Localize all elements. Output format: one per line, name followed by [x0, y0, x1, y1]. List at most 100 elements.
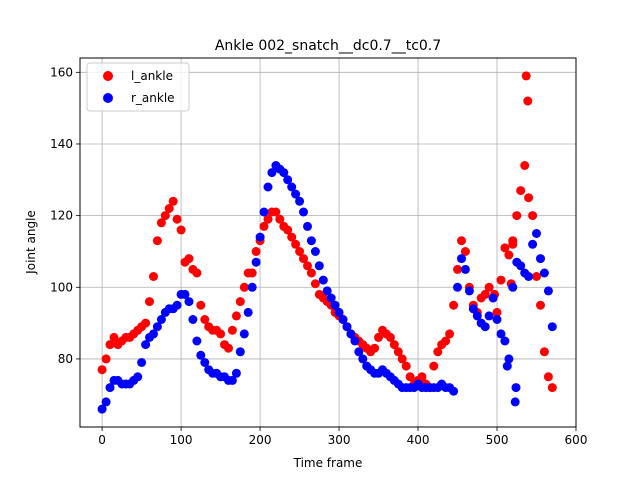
point-r-ankle: [243, 307, 253, 317]
point-l-ankle: [152, 236, 162, 246]
point-r-ankle: [318, 275, 328, 285]
x-tick-label: 500: [486, 433, 509, 447]
point-l-ankle: [512, 211, 522, 221]
point-l-ankle: [149, 272, 158, 281]
legend-label-r-ankle: r_ankle: [131, 91, 175, 105]
point-l-ankle: [433, 347, 443, 357]
point-r-ankle: [500, 336, 510, 346]
point-l-ankle: [520, 161, 530, 170]
chart-title: Ankle 002_snatch__dc0.7__tc0.7: [215, 38, 441, 54]
point-l-ankle: [200, 315, 210, 324]
point-r-ankle: [350, 336, 360, 346]
point-r-ankle: [291, 189, 301, 199]
point-r-ankle: [322, 286, 332, 296]
x-tick-label: 300: [328, 433, 351, 447]
point-r-ankle: [342, 322, 352, 332]
point-l-ankle: [145, 297, 154, 307]
point-l-ankle: [156, 218, 166, 228]
point-r-ankle: [97, 404, 107, 414]
point-r-ankle: [267, 168, 277, 178]
point-l-ankle: [484, 282, 494, 292]
point-l-ankle: [168, 196, 178, 206]
point-l-ankle: [291, 239, 301, 249]
point-l-ankle: [445, 329, 455, 339]
point-l-ankle: [389, 340, 399, 350]
point-r-ankle: [468, 304, 478, 314]
point-r-ankle: [133, 372, 143, 382]
point-l-ankle: [176, 225, 186, 235]
point-l-ankle: [496, 275, 506, 285]
legend: l_ankle r_ankle: [86, 62, 190, 112]
point-r-ankle: [188, 315, 198, 324]
point-r-ankle: [543, 286, 553, 296]
point-r-ankle: [524, 272, 534, 281]
point-r-ankle: [334, 307, 344, 317]
point-l-ankle: [385, 332, 395, 342]
point-r-ankle: [156, 315, 166, 324]
point-l-ankle: [160, 211, 170, 221]
point-r-ankle: [528, 239, 538, 249]
x-axis-label: Time frame: [293, 456, 363, 470]
point-r-ankle: [464, 286, 474, 296]
point-l-ankle: [374, 332, 383, 342]
point-r-ankle: [255, 232, 265, 242]
point-r-ankle: [536, 254, 545, 264]
point-l-ankle: [547, 383, 557, 393]
point-r-ankle: [532, 229, 541, 238]
point-r-ankle: [279, 168, 289, 178]
point-l-ankle: [287, 232, 297, 242]
point-r-ankle: [516, 261, 526, 271]
point-r-ankle: [287, 182, 297, 192]
point-r-ankle: [346, 329, 356, 339]
point-r-ankle: [492, 315, 502, 324]
point-l-ankle: [492, 307, 502, 317]
point-r-ankle: [330, 300, 340, 310]
point-l-ankle: [393, 347, 403, 357]
point-l-ankle: [480, 289, 490, 299]
point-r-ankle: [511, 383, 521, 393]
point-r-ankle: [283, 175, 293, 185]
y-axis: 80 100 120 140 160: [50, 65, 80, 366]
series-r-ankle: [97, 161, 557, 414]
point-l-ankle: [370, 343, 380, 353]
point-l-ankle: [259, 221, 269, 231]
point-l-ankle: [299, 254, 308, 264]
point-r-ankle: [239, 329, 249, 339]
point-r-ankle: [251, 257, 261, 267]
point-r-ankle: [510, 397, 520, 407]
point-r-ankle: [504, 354, 514, 364]
point-l-ankle: [295, 247, 305, 256]
point-l-ankle: [543, 372, 553, 382]
point-l-ankle: [516, 186, 526, 196]
point-l-ankle: [453, 264, 462, 274]
point-l-ankle: [401, 361, 411, 371]
point-l-ankle: [539, 347, 549, 357]
point-l-ankle: [196, 300, 206, 310]
point-l-ankle: [239, 282, 249, 292]
point-l-ankle: [251, 247, 261, 256]
point-l-ankle: [457, 236, 466, 246]
point-r-ankle: [263, 182, 273, 192]
point-l-ankle: [97, 365, 107, 375]
point-l-ankle: [306, 268, 316, 278]
point-l-ankle: [235, 297, 245, 307]
point-l-ankle: [105, 340, 115, 350]
point-r-ankle: [457, 254, 466, 264]
point-r-ankle: [496, 329, 506, 339]
point-l-ankle: [109, 332, 119, 342]
legend-marker-r-ankle: [103, 93, 113, 103]
x-tick-label: 400: [407, 433, 430, 447]
point-r-ankle: [235, 347, 245, 357]
point-r-ankle: [488, 293, 498, 303]
point-r-ankle: [326, 293, 336, 303]
point-r-ankle: [192, 336, 202, 346]
point-r-ankle: [449, 386, 459, 396]
point-r-ankle: [231, 368, 241, 378]
point-r-ankle: [196, 350, 206, 360]
point-r-ankle: [484, 311, 494, 321]
y-tick-label: 80: [58, 352, 73, 366]
point-l-ankle: [141, 318, 151, 328]
point-l-ankle: [536, 300, 545, 310]
point-r-ankle: [149, 329, 158, 339]
